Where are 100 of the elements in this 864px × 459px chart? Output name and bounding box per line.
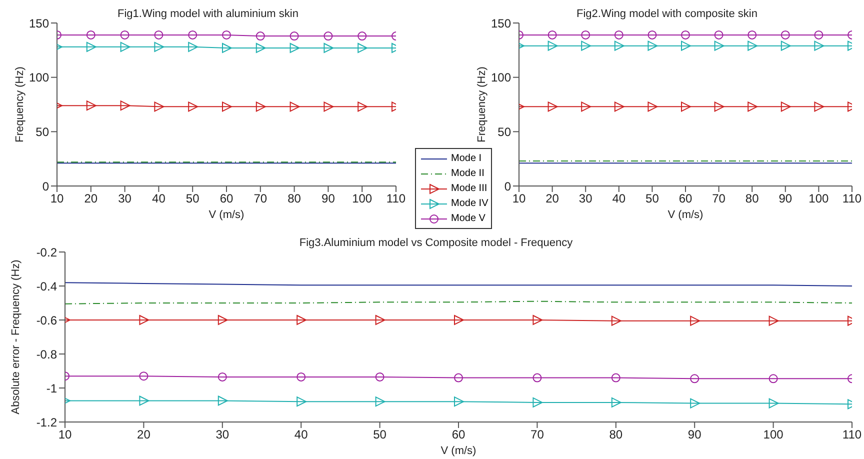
legend-label: Mode I	[451, 153, 482, 164]
point	[154, 42, 164, 52]
chart-title: Fig2.Wing model with composite skin	[576, 8, 758, 20]
point	[648, 40, 658, 51]
y-axis-title: Absolute error - Frequency (Hz)	[10, 260, 22, 414]
point	[581, 40, 592, 51]
point	[86, 100, 96, 111]
point	[681, 102, 691, 112]
x-tick-label: 110	[842, 428, 862, 442]
x-tick-label: 10	[50, 192, 64, 206]
point	[681, 30, 690, 40]
point	[358, 42, 368, 53]
point	[358, 32, 367, 41]
y-tick-label: 50	[498, 124, 512, 139]
y-tick-label: -0.8	[36, 347, 58, 362]
x-tick-label: 100	[763, 428, 784, 442]
point	[218, 396, 228, 406]
point	[714, 30, 724, 40]
point	[532, 397, 543, 408]
x-tick-label: 90	[778, 192, 792, 206]
x-tick-label: 50	[646, 192, 660, 206]
point	[780, 30, 790, 40]
chart-title: Fig3.Aluminium model vs Composite model - Frequency	[299, 237, 573, 249]
x-tick-label: 80	[288, 192, 302, 206]
x-tick-label: 70	[530, 428, 544, 442]
point	[154, 30, 164, 40]
point	[780, 102, 791, 112]
y-tick-label: 0	[42, 179, 50, 194]
point	[139, 396, 150, 406]
point	[188, 102, 198, 112]
y-tick-label: 150	[28, 16, 50, 30]
point	[324, 32, 333, 41]
legend-label: Mode V	[451, 213, 486, 224]
x-tick-label: 30	[578, 192, 593, 206]
x-tick-label: 40	[612, 192, 626, 206]
y-axis-title: Frequency (Hz)	[14, 66, 26, 142]
legend-label: Mode IV	[451, 198, 488, 209]
point	[222, 42, 232, 53]
point	[256, 32, 265, 41]
x-tick-label: 10	[58, 428, 72, 442]
point	[614, 40, 624, 51]
point	[256, 102, 266, 112]
x-tick-label: 50	[186, 192, 200, 206]
point	[120, 100, 130, 111]
y-tick-label: -0.6	[36, 313, 58, 328]
x-axis-title: V (m/s)	[668, 209, 704, 221]
point	[139, 315, 150, 325]
point	[290, 32, 299, 41]
point	[814, 102, 824, 112]
point	[548, 40, 558, 51]
point	[814, 40, 824, 51]
point	[532, 373, 542, 382]
point	[611, 373, 620, 382]
point	[748, 30, 757, 40]
point	[222, 102, 232, 112]
point	[375, 396, 386, 407]
x-tick-label: 60	[678, 192, 692, 206]
x-tick-label: 40	[294, 428, 308, 442]
x-tick-label: 110	[386, 192, 406, 206]
y-tick-label: 50	[36, 124, 50, 139]
point	[581, 102, 592, 112]
point	[614, 30, 624, 40]
x-axis-title: V (m/s)	[208, 209, 244, 221]
x-tick-label: 110	[842, 192, 862, 206]
point	[375, 372, 384, 382]
x-tick-label: 50	[373, 428, 387, 442]
y-tick-label: -1	[46, 381, 58, 396]
point	[768, 374, 778, 384]
x-tick-label: 20	[137, 428, 151, 442]
x-tick-label: 80	[745, 192, 760, 206]
point	[120, 30, 130, 40]
point	[86, 30, 96, 40]
x-tick-label: 70	[712, 192, 726, 206]
point	[454, 396, 464, 407]
x-tick-label: 60	[220, 192, 234, 206]
point	[648, 102, 658, 112]
point	[296, 396, 307, 407]
x-tick-label: 40	[152, 192, 166, 206]
point	[290, 42, 300, 53]
x-axis-title: V (m/s)	[440, 445, 476, 457]
point	[120, 42, 130, 52]
point	[256, 42, 266, 53]
y-tick-label: 100	[490, 70, 512, 85]
point	[139, 372, 148, 381]
point	[748, 40, 758, 51]
point	[614, 102, 624, 112]
y-tick-label: -0.4	[36, 279, 58, 294]
point	[768, 316, 779, 326]
x-tick-label: 30	[118, 192, 132, 206]
point	[324, 42, 334, 53]
point	[648, 30, 657, 40]
point	[154, 102, 164, 112]
point	[611, 316, 622, 326]
x-tick-label: 80	[609, 428, 623, 442]
x-tick-label: 90	[688, 428, 702, 442]
y-tick-label: -1.2	[36, 415, 58, 430]
point	[324, 102, 334, 112]
x-tick-label: 70	[254, 192, 268, 206]
legend-label: Mode II	[451, 168, 484, 179]
point	[296, 372, 306, 382]
